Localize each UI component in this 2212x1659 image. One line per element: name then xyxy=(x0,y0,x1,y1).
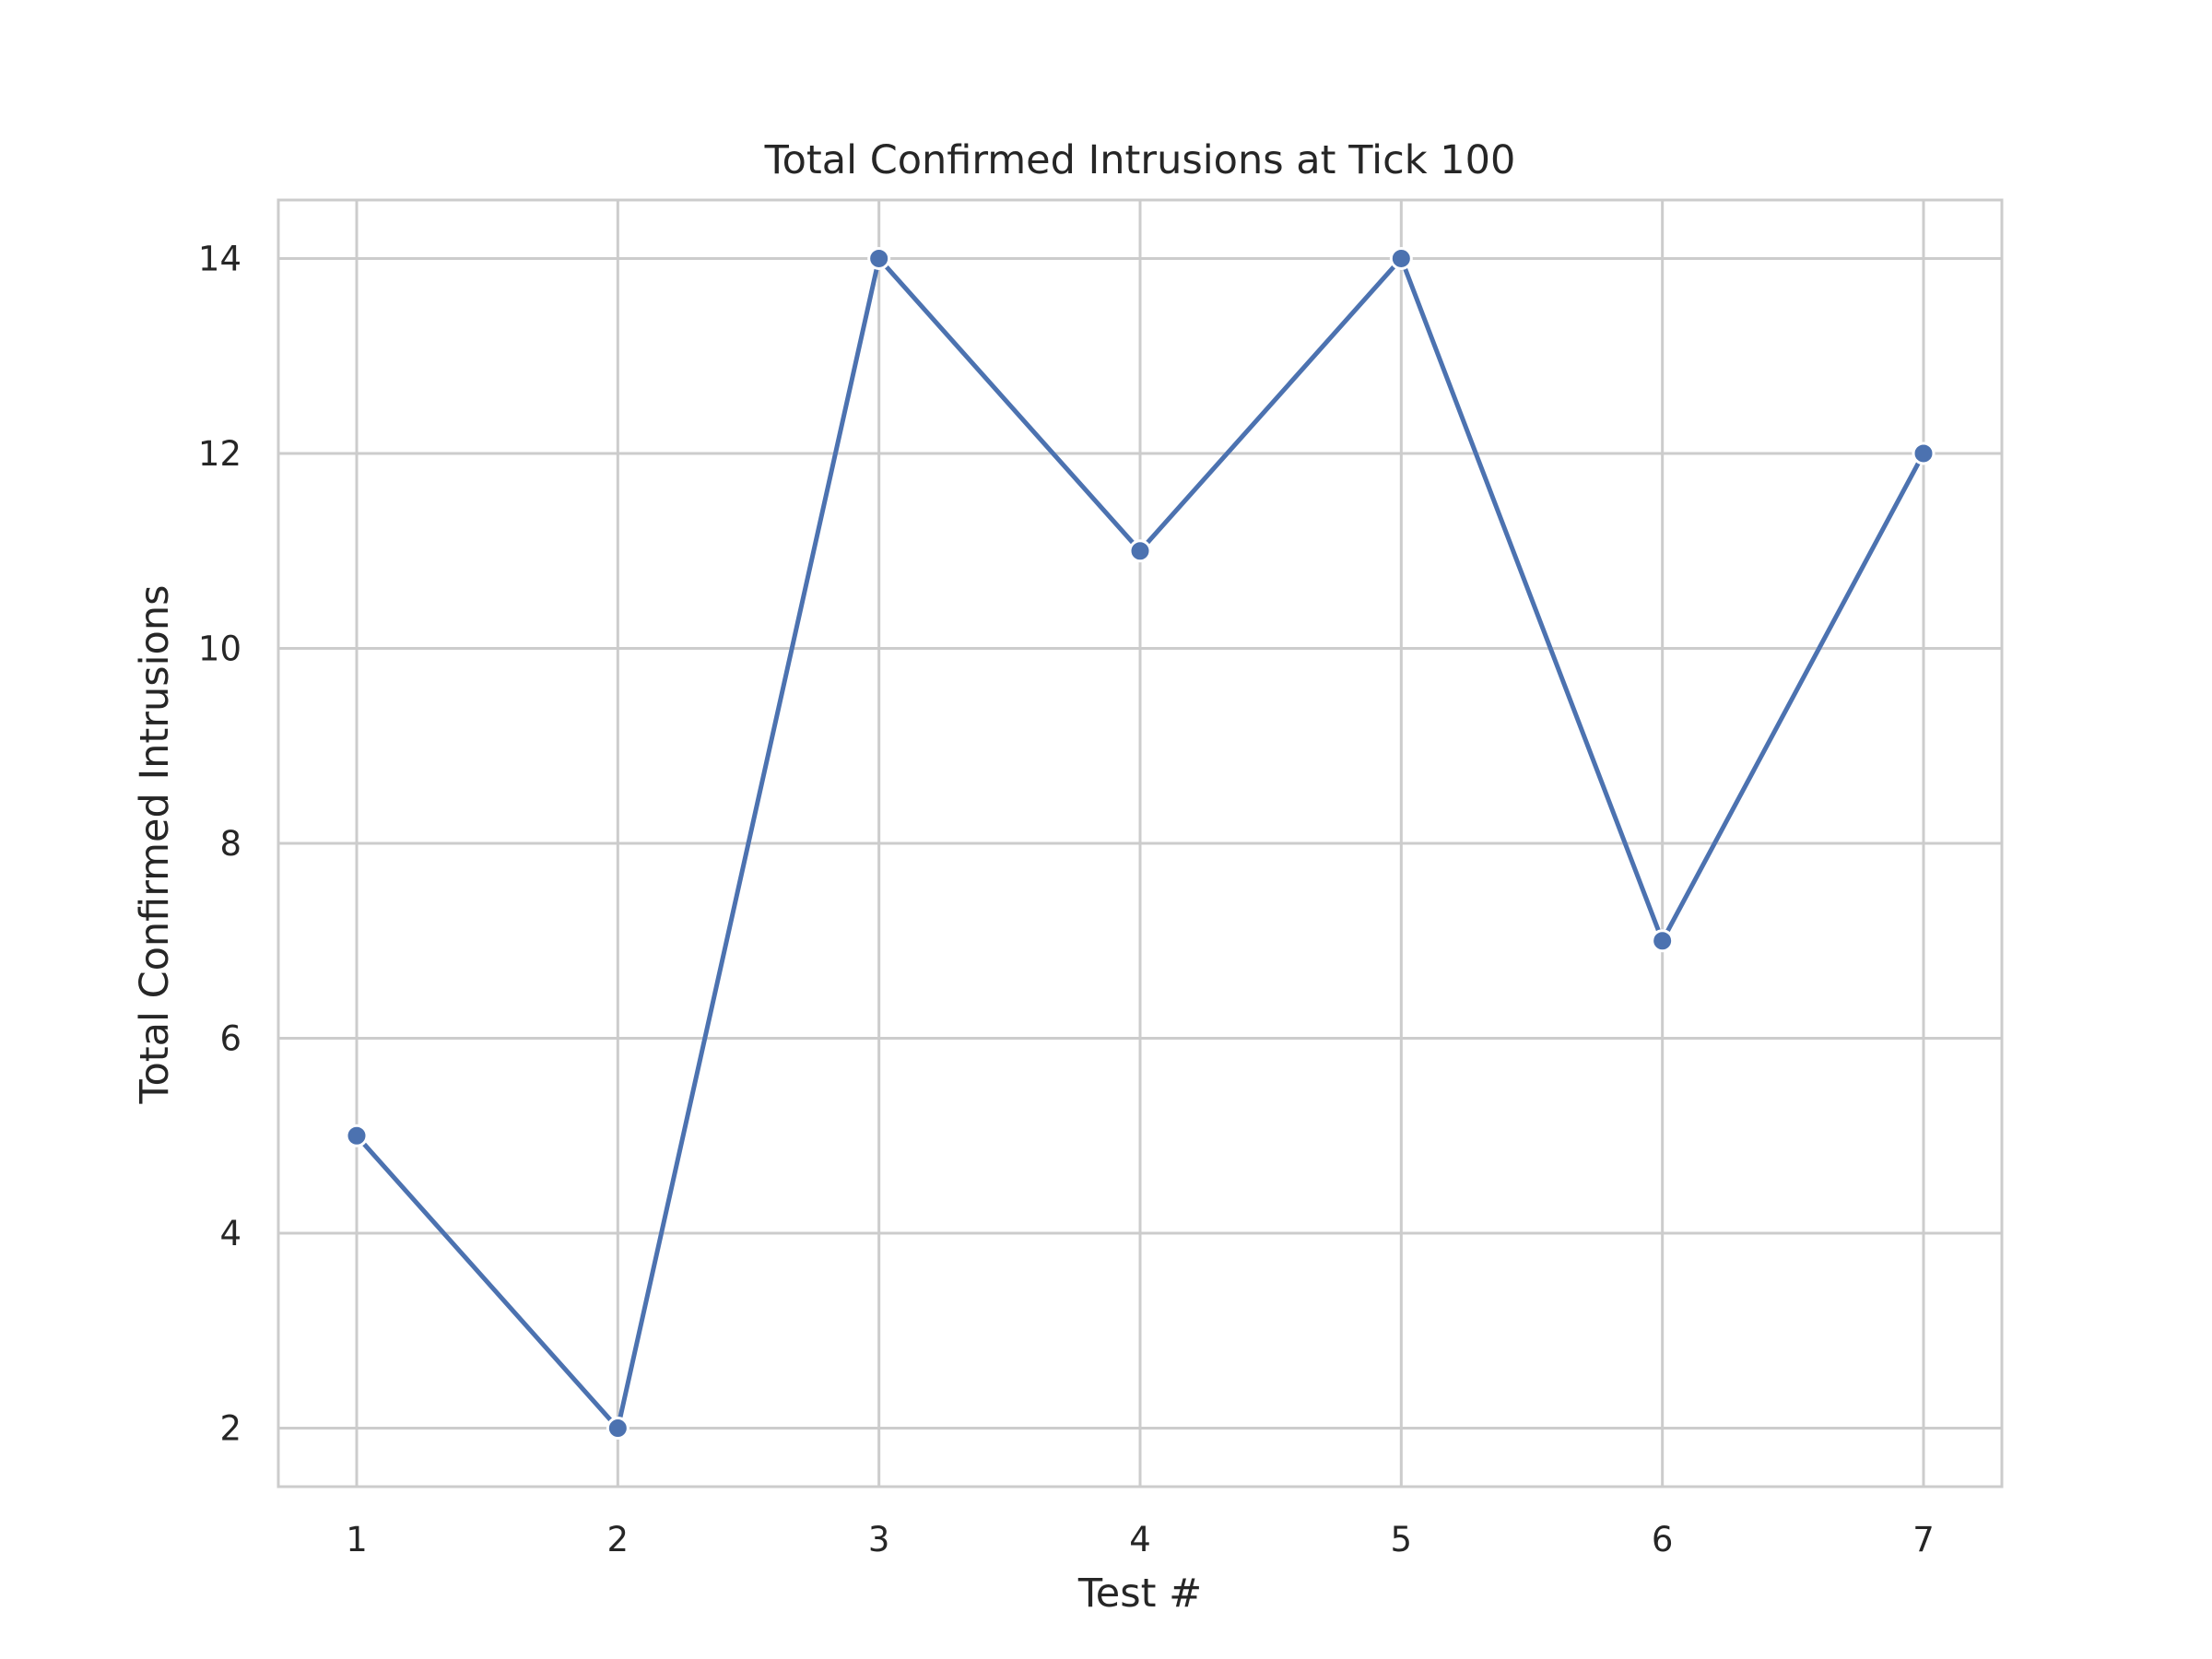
y-tick-labels: 2 4 6 8 10 12 14 xyxy=(198,239,241,1448)
x-axis-label: Test # xyxy=(1077,1571,1202,1617)
data-point xyxy=(1128,539,1152,563)
data-point xyxy=(1389,246,1413,270)
y-tick-label: 8 xyxy=(219,824,241,864)
x-tick-label: 5 xyxy=(1391,1520,1413,1559)
data-point xyxy=(867,246,891,270)
grid-layer xyxy=(278,200,2002,1487)
y-axis-label: Total Confirmed Intrusions xyxy=(132,584,178,1104)
x-tick-label: 1 xyxy=(346,1520,368,1559)
y-tick-label: 10 xyxy=(198,629,241,668)
data-point xyxy=(1912,441,1936,465)
data-point xyxy=(606,1417,629,1441)
y-tick-label: 4 xyxy=(219,1214,241,1253)
x-tick-label: 7 xyxy=(1912,1520,1935,1559)
y-tick-label: 2 xyxy=(219,1409,241,1449)
chart-title: Total Confirmed Intrusions at Tick 100 xyxy=(764,137,1516,183)
x-tick-label: 3 xyxy=(868,1520,890,1559)
x-tick-label: 6 xyxy=(1652,1520,1674,1559)
series-layer xyxy=(345,246,1936,1441)
y-tick-label: 14 xyxy=(198,239,241,278)
data-point xyxy=(1651,929,1675,953)
y-tick-label: 6 xyxy=(219,1019,241,1059)
y-tick-label: 12 xyxy=(198,434,241,474)
x-tick-label: 4 xyxy=(1129,1520,1151,1559)
data-point xyxy=(345,1124,369,1147)
x-tick-labels: 1 2 3 4 5 6 7 xyxy=(346,1520,1935,1559)
plot-frame xyxy=(276,198,2004,1488)
x-tick-label: 2 xyxy=(607,1520,629,1559)
